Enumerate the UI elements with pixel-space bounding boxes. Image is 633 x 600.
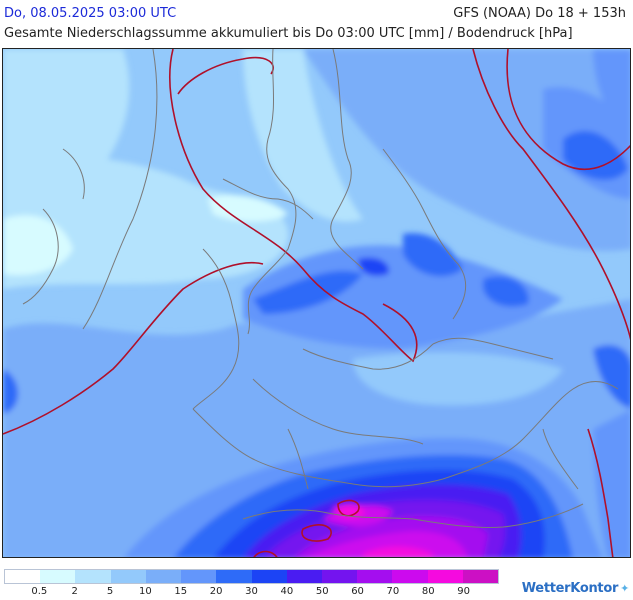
legend-tick-label: 30 — [245, 586, 258, 597]
legend-tick-label: 5 — [106, 586, 114, 597]
legend-swatch — [392, 570, 428, 583]
legend-swatch — [216, 570, 252, 583]
legend-tick-label: 15 — [174, 586, 188, 597]
legend-swatch — [145, 570, 182, 583]
legend-swatch — [110, 570, 146, 583]
legend-swatch — [5, 570, 41, 583]
legend-swatch — [251, 570, 287, 583]
legend-tick-label: 0.5 — [31, 586, 48, 597]
legend-swatch — [462, 570, 499, 583]
legend-tick-label: 50 — [315, 586, 329, 597]
legend-swatch — [321, 570, 358, 583]
precipitation-map — [2, 48, 631, 558]
legend-swatch — [75, 570, 111, 583]
legend-tick-label: 20 — [209, 586, 223, 597]
map-title: Gesamte Niederschlagssumme akkumuliert b… — [4, 26, 573, 41]
model-run-label: GFS (NOAA) Do 18 + 153h — [453, 6, 626, 21]
legend-swatches — [4, 569, 499, 584]
legend-tick-label: 60 — [351, 586, 364, 597]
legend-swatch — [40, 570, 76, 583]
legend-tick-label: 70 — [386, 586, 400, 597]
legend-swatch — [357, 570, 393, 583]
legend-swatch — [181, 570, 217, 583]
legend-tick-label: 10 — [139, 586, 152, 597]
map-canvas — [3, 49, 630, 557]
legend-swatch — [427, 570, 463, 583]
country-borders — [22, 49, 619, 528]
legend-swatch — [286, 570, 322, 583]
wetterkontor-logo-icon: ✦ — [620, 582, 629, 595]
legend-tick-label: 80 — [421, 586, 435, 597]
date-label: Do, 08.05.2025 03:00 UTC — [4, 6, 177, 21]
brand-logo: WetterKontor ✦ — [521, 581, 630, 596]
legend-ticks: 0.5 2 5 10 15 20 30 40 50 60 70 80 90 — [4, 584, 499, 597]
legend-tick-label: 40 — [280, 586, 294, 597]
legend-tick-label: 90 — [457, 586, 471, 597]
color-legend: 0.5 2 5 10 15 20 30 40 50 60 70 80 90 — [4, 569, 499, 597]
legend-tick-label: 2 — [71, 586, 78, 597]
brand-name: WetterKontor — [521, 581, 619, 596]
